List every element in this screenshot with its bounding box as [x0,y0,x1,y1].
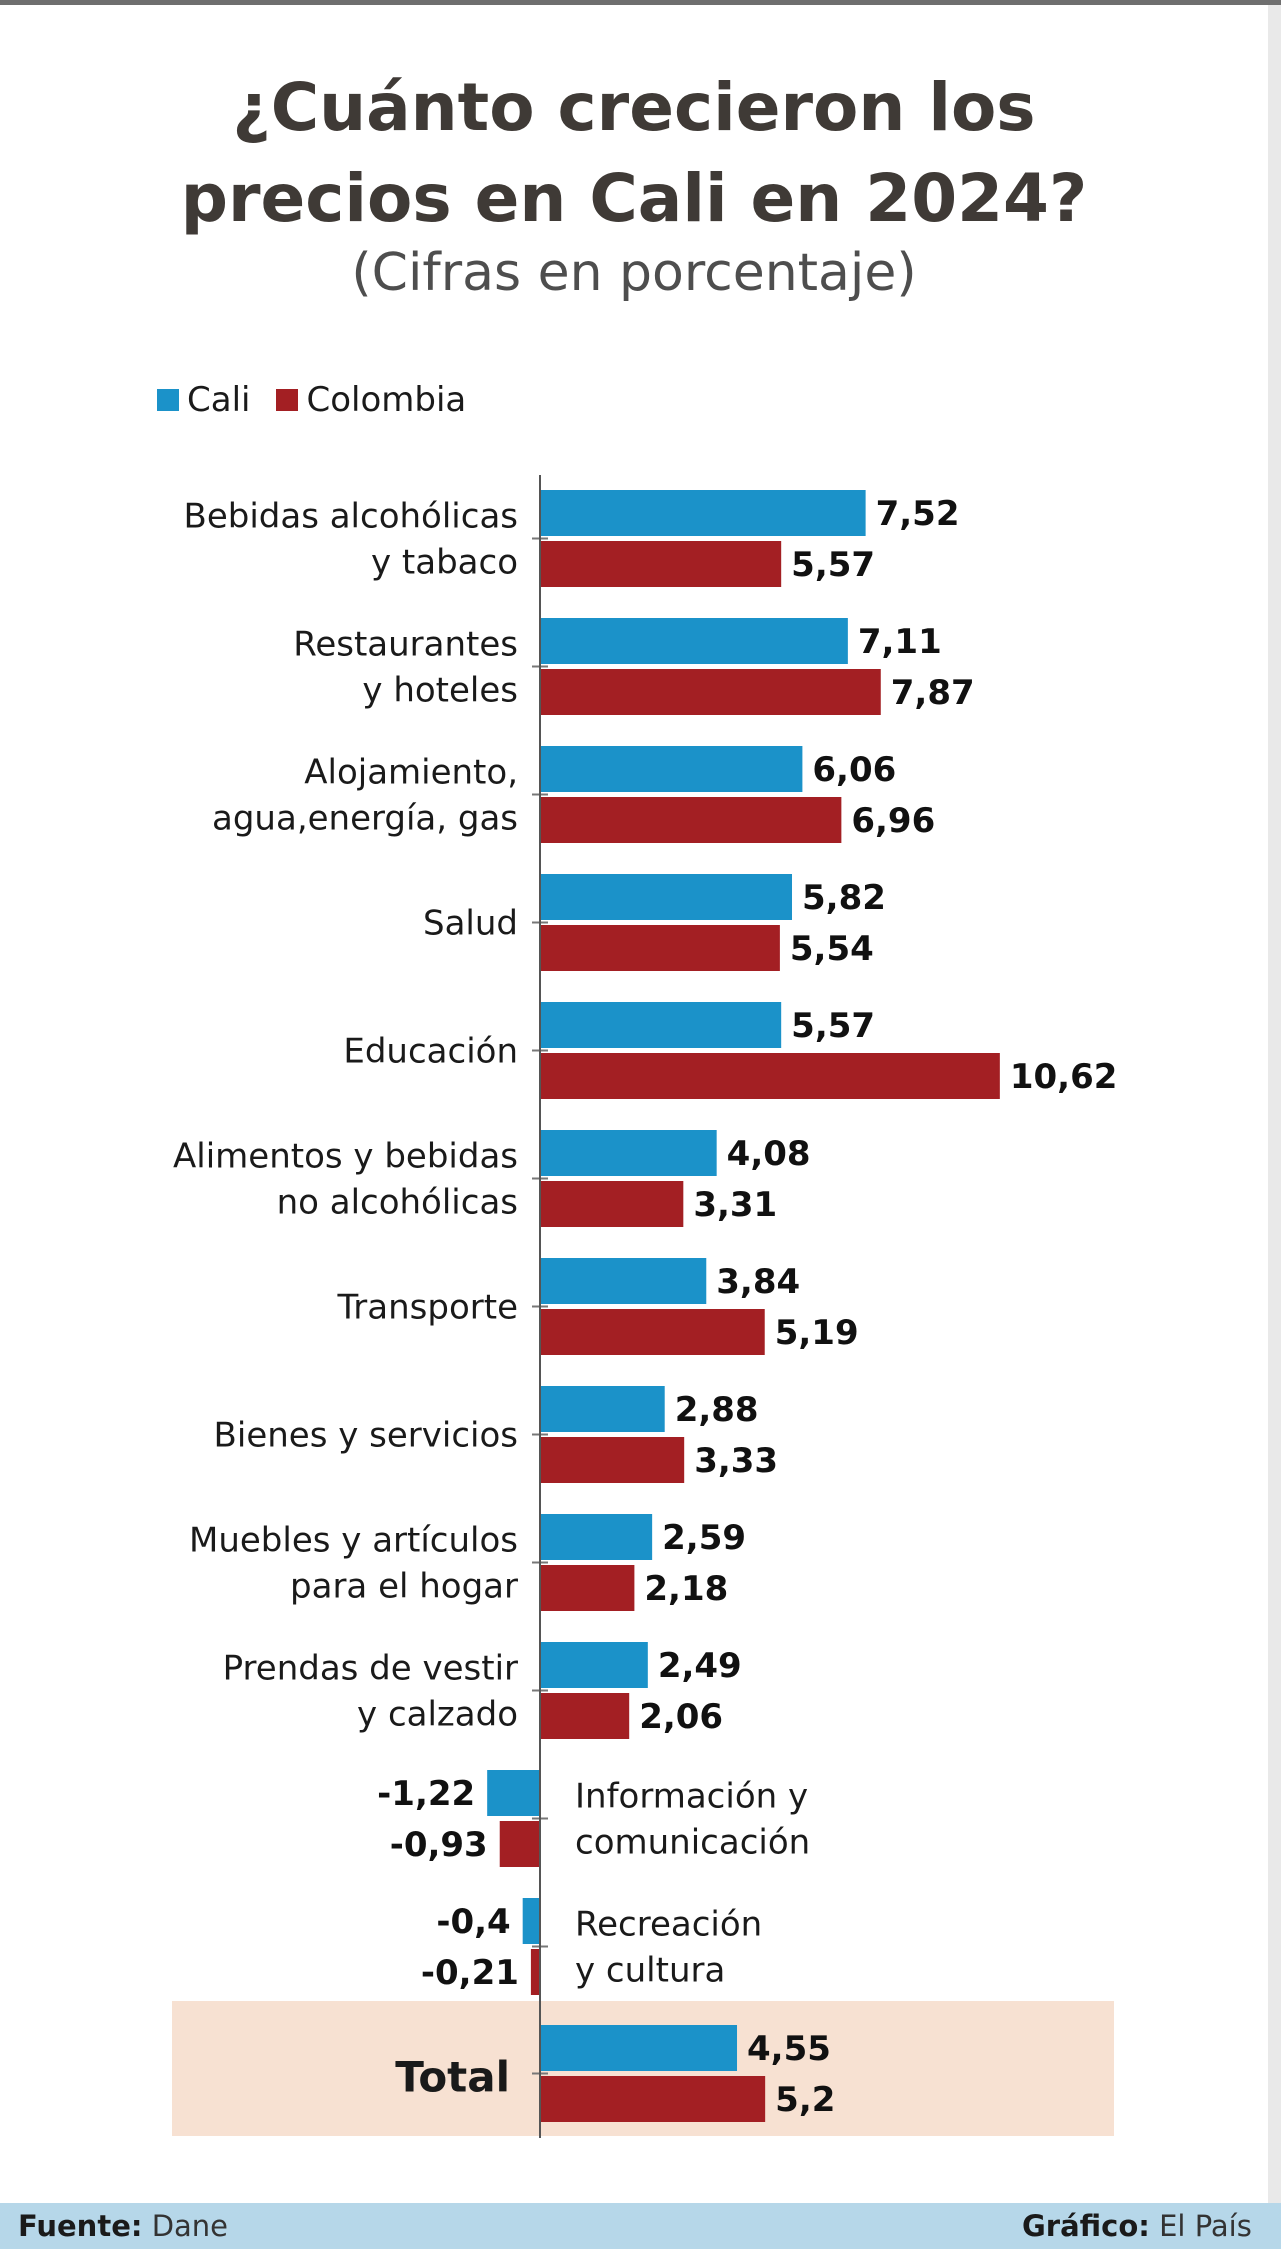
value-label-colombia-alojamiento-agua-energia-gas: 6,96 [851,801,935,841]
credit-value: El País [1159,2209,1252,2243]
bar-cali-informacion-y-comunicacion [487,1770,540,1816]
category-label-educacion: Educación [343,1032,518,1072]
bar-colombia-alimentos-y-bebidas-no-alcoholicas [540,1181,684,1227]
value-label-colombia-informacion-y-comunicacion: -0,93 [390,1825,488,1865]
legend-item-colombia: Colombia [276,380,466,420]
value-label-colombia-recreacion-y-cultura: -0,21 [421,1953,519,1993]
category-label-prendas-de-vestir-y-calzado: y calzado [357,1695,518,1735]
bar-cali-recreacion-y-cultura [522,1898,540,1944]
bar-cali-transporte [540,1258,707,1304]
value-label-cali-alojamiento-agua-energia-gas: 6,06 [812,750,896,790]
chart-title: ¿Cuánto crecieron los precios en Cali en… [0,62,1268,244]
category-label-alimentos-y-bebidas-no-alcoholicas: Alimentos y bebidas [173,1137,518,1177]
title-line-2: precios en Cali en 2024? [180,160,1088,237]
top-rule [0,0,1281,5]
category-label-total: Total [395,2053,510,2102]
source-value: Dane [151,2209,229,2243]
bar-cali-bebidas-alcoholicas-y-tabaco [540,490,866,536]
category-label-muebles-y-articulos-para-el-hogar: para el hogar [290,1567,518,1607]
value-label-cali-alimentos-y-bebidas-no-alcoholicas: 4,08 [727,1134,811,1174]
category-label-recreacion-y-cultura: y cultura [575,1951,725,1991]
value-label-cali-restaurantes-y-hoteles: 7,11 [858,622,942,662]
source-label: Fuente: [18,2209,143,2243]
value-label-colombia-bebidas-alcoholicas-y-tabaco: 5,57 [791,545,875,585]
chart-subtitle: (Cifras en porcentaje) [351,243,917,303]
graphic-credit: Gráfico: El País [1022,2209,1252,2243]
bar-cali-alojamiento-agua-energia-gas [540,746,803,792]
value-label-colombia-salud: 5,54 [790,929,874,969]
footer: Fuente: Dane Gráfico: El País [0,2203,1281,2249]
bar-cali-salud [540,874,793,920]
bar-colombia-salud [540,925,780,971]
value-label-colombia-educacion: 10,62 [1010,1057,1118,1097]
value-label-cali-bienes-y-servicios: 2,88 [675,1390,759,1430]
category-label-informacion-y-comunicacion: comunicación [575,1823,810,1863]
bar-cali-total [540,2025,738,2071]
value-label-cali-transporte: 3,84 [716,1262,800,1302]
value-label-cali-prendas-de-vestir-y-calzado: 2,49 [658,1646,742,1686]
category-label-muebles-y-articulos-para-el-hogar: Muebles y artículos [189,1521,518,1561]
bar-colombia-recreacion-y-cultura [530,1949,540,1995]
bar-cali-prendas-de-vestir-y-calzado [540,1642,648,1688]
value-label-colombia-prendas-de-vestir-y-calzado: 2,06 [639,1697,723,1737]
category-label-restaurantes-y-hoteles: y hoteles [362,671,518,711]
bar-cali-bienes-y-servicios [540,1386,665,1432]
category-label-transporte: Transporte [337,1288,518,1328]
value-label-cali-muebles-y-articulos-para-el-hogar: 2,59 [662,1518,746,1558]
category-label-alojamiento-agua-energia-gas: agua,energía, gas [212,799,518,839]
legend: Cali Colombia [157,378,492,422]
infographic-card [0,5,1268,2203]
bar-colombia-educacion [540,1053,1000,1099]
bar-colombia-muebles-y-articulos-para-el-hogar [540,1565,635,1611]
bar-colombia-bebidas-alcoholicas-y-tabaco [540,541,782,587]
legend-label-cali: Cali [187,380,251,420]
category-label-prendas-de-vestir-y-calzado: Prendas de vestir [223,1649,518,1689]
legend-swatch-cali [157,389,179,411]
bar-colombia-restaurantes-y-hoteles [540,669,881,715]
category-label-recreacion-y-cultura: Recreación [575,1905,762,1945]
title-line-1: ¿Cuánto crecieron los [232,69,1036,146]
bar-colombia-transporte [540,1309,765,1355]
bar-colombia-bienes-y-servicios [540,1437,685,1483]
bar-colombia-alojamiento-agua-energia-gas [540,797,842,843]
bar-cali-muebles-y-articulos-para-el-hogar [540,1514,653,1560]
value-label-cali-salud: 5,82 [802,878,886,918]
category-label-bebidas-alcoholicas-y-tabaco: Bebidas alcohólicas [184,497,518,537]
category-label-alojamiento-agua-energia-gas: Alojamiento, [304,753,518,793]
value-label-colombia-alimentos-y-bebidas-no-alcoholicas: 3,31 [693,1185,777,1225]
value-label-cali-total: 4,55 [747,2029,831,2069]
bar-colombia-informacion-y-comunicacion [499,1821,540,1867]
bar-cali-educacion [540,1002,782,1048]
category-label-alimentos-y-bebidas-no-alcoholicas: no alcohólicas [277,1183,518,1223]
bar-colombia-total [540,2076,766,2122]
value-label-colombia-total: 5,2 [775,2080,835,2120]
value-label-colombia-bienes-y-servicios: 3,33 [694,1441,778,1481]
category-label-bienes-y-servicios: Bienes y servicios [214,1416,518,1456]
credit-label: Gráfico: [1022,2209,1150,2243]
value-label-colombia-muebles-y-articulos-para-el-hogar: 2,18 [644,1569,728,1609]
category-label-restaurantes-y-hoteles: Restaurantes [293,625,518,665]
bar-cali-restaurantes-y-hoteles [540,618,848,664]
legend-item-cali: Cali [157,380,250,420]
category-label-informacion-y-comunicacion: Información y [575,1777,808,1817]
value-label-cali-educacion: 5,57 [791,1006,875,1046]
value-label-cali-bebidas-alcoholicas-y-tabaco: 7,52 [876,494,960,534]
value-label-cali-informacion-y-comunicacion: -1,22 [377,1774,475,1814]
bar-cali-alimentos-y-bebidas-no-alcoholicas [540,1130,717,1176]
value-label-colombia-transporte: 5,19 [775,1313,859,1353]
legend-label-colombia: Colombia [306,380,467,420]
category-label-salud: Salud [423,904,518,944]
bar-colombia-prendas-de-vestir-y-calzado [540,1693,630,1739]
legend-swatch-colombia [276,389,299,411]
source-credit: Fuente: Dane [18,2209,228,2243]
value-label-cali-recreacion-y-cultura: -0,4 [436,1902,510,1942]
value-label-colombia-restaurantes-y-hoteles: 7,87 [891,673,975,713]
category-label-bebidas-alcoholicas-y-tabaco: y tabaco [371,543,518,583]
